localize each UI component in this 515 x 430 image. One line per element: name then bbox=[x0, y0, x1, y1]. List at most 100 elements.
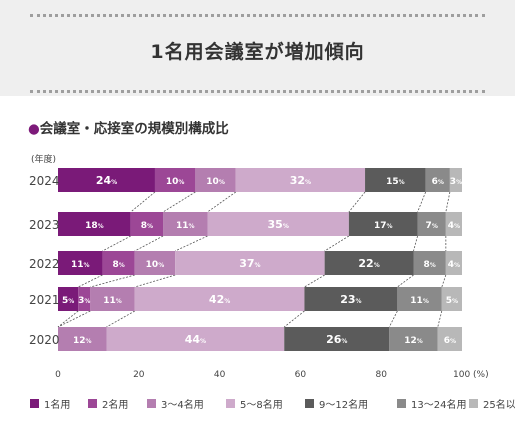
x-tick-label: 60 bbox=[295, 370, 307, 380]
connector-line bbox=[162, 191, 196, 213]
bar-segment bbox=[304, 287, 398, 311]
year-label: 2021 bbox=[29, 293, 60, 307]
bullet-icon: ● bbox=[28, 121, 40, 137]
bar-segment bbox=[441, 287, 462, 311]
bar-value-suffix: % bbox=[432, 223, 438, 230]
bar-segment bbox=[235, 168, 366, 192]
bar-segment bbox=[207, 212, 349, 236]
connector-line bbox=[57, 310, 91, 328]
bar-segment bbox=[417, 212, 446, 236]
bar-value-label: 11% bbox=[71, 260, 90, 270]
bar-segment bbox=[58, 212, 131, 236]
bar-segment bbox=[58, 327, 107, 351]
legend-swatch bbox=[397, 399, 406, 408]
legend-swatch bbox=[88, 399, 97, 408]
bar-value-suffix: % bbox=[224, 298, 230, 305]
bar-value-suffix: % bbox=[83, 262, 89, 269]
bar-value-suffix: % bbox=[147, 223, 153, 230]
bar-value-suffix: % bbox=[456, 179, 462, 186]
connector-line bbox=[134, 235, 164, 252]
legend-swatch bbox=[226, 399, 235, 408]
bar-value-label: 12% bbox=[73, 336, 92, 346]
bar-value-suffix: % bbox=[452, 298, 458, 305]
connector-line bbox=[283, 310, 305, 328]
bar-segment bbox=[389, 327, 438, 351]
bar-segment bbox=[134, 251, 176, 275]
bar-value-suffix: % bbox=[68, 298, 74, 305]
bar-value-label: 4% bbox=[448, 260, 460, 270]
bar-segment bbox=[365, 168, 426, 192]
legend-swatch bbox=[30, 399, 39, 408]
connector-line bbox=[78, 274, 103, 288]
connector-line bbox=[102, 235, 131, 252]
bar-value-suffix: % bbox=[305, 179, 311, 186]
bar-value-label: 5% bbox=[62, 296, 74, 306]
bar-value-suffix: % bbox=[438, 179, 444, 186]
bar-value-label: 10% bbox=[206, 177, 225, 187]
bars-group: 24% 10% 10% 32% 15% 6% 3%18% 8% 11% 35% 17% 7% 4%11%… bbox=[58, 168, 462, 351]
bar-value-suffix: % bbox=[84, 298, 90, 305]
bar-value-label: 8% bbox=[112, 260, 124, 270]
chart-subtitle-text: 会議室・応接室の規模別構成比 bbox=[39, 121, 229, 137]
legend-item: 1名用 bbox=[30, 396, 70, 411]
bar-value-suffix: % bbox=[454, 262, 460, 269]
connector-line bbox=[397, 274, 414, 288]
connector-line bbox=[417, 191, 427, 213]
bar-value-suffix: % bbox=[417, 338, 423, 345]
bar-segment bbox=[106, 327, 285, 351]
connector-line bbox=[90, 274, 135, 288]
bar-segment bbox=[90, 287, 135, 311]
bar-value-suffix: % bbox=[98, 223, 104, 230]
bar-value-suffix: % bbox=[450, 338, 456, 345]
bar-value-suffix: % bbox=[189, 223, 195, 230]
year-label: 2022 bbox=[29, 257, 60, 271]
bar-value-label: 7% bbox=[426, 221, 438, 231]
bar-segment bbox=[154, 168, 196, 192]
bar-value-label: 3% bbox=[450, 177, 462, 187]
connector-line bbox=[134, 274, 176, 288]
bar-value-suffix: % bbox=[200, 338, 206, 345]
bar-value-suffix: % bbox=[374, 262, 380, 269]
legend-swatch bbox=[469, 399, 478, 408]
connector-line bbox=[441, 274, 447, 288]
legend-label: 3〜4名用 bbox=[161, 400, 204, 411]
bar-value-label: 17% bbox=[374, 221, 393, 231]
title-bottom-divider bbox=[30, 90, 485, 93]
bar-value-label: 3% bbox=[78, 296, 90, 306]
legend-swatch bbox=[305, 399, 314, 408]
title-top-divider bbox=[30, 14, 485, 17]
bar-value-label: 10% bbox=[166, 177, 185, 187]
bar-segment bbox=[58, 287, 79, 311]
legend: 1名用 2名用 3〜4名用 5〜8名用 9〜12名用 13〜24名用 25名以上 bbox=[30, 396, 515, 412]
connector-line bbox=[174, 235, 208, 252]
chart-subtitle: ●会議室・応接室の規模別構成比 bbox=[28, 117, 229, 137]
bar-segment bbox=[58, 251, 103, 275]
bar-value-suffix: % bbox=[85, 338, 91, 345]
bar-segment bbox=[437, 327, 462, 351]
bar-segment bbox=[134, 287, 305, 311]
bar-segment bbox=[413, 251, 446, 275]
connector-line bbox=[106, 310, 135, 328]
bar-value-suffix: % bbox=[116, 298, 122, 305]
connector-line bbox=[388, 310, 398, 328]
bar-value-label: 10% bbox=[146, 260, 165, 270]
bar-value-label: 4% bbox=[448, 221, 460, 231]
bar-value-label: 12% bbox=[404, 336, 423, 346]
bar-segment bbox=[397, 287, 442, 311]
bar-value-suffix: % bbox=[423, 298, 429, 305]
x-tick-label: 20 bbox=[133, 370, 145, 380]
legend-label: 1名用 bbox=[44, 400, 71, 411]
bar-value-suffix: % bbox=[399, 179, 405, 186]
bar-value-suffix: % bbox=[454, 223, 460, 230]
bar-value-label: 11% bbox=[103, 296, 122, 306]
year-label: 2024 bbox=[29, 174, 60, 188]
legend-item: 25名以上 bbox=[469, 396, 515, 411]
bar-value-label: 6% bbox=[444, 336, 456, 346]
legend-item: 5〜8名用 bbox=[226, 396, 283, 411]
bar-segment bbox=[425, 168, 450, 192]
year-labels: (年度) 2024 2023 2022 2021 2020 bbox=[29, 153, 60, 347]
bar-segment bbox=[78, 287, 91, 311]
connector-line bbox=[445, 191, 451, 213]
x-tick-label: 0 bbox=[55, 370, 61, 380]
bar-segment bbox=[175, 251, 325, 275]
